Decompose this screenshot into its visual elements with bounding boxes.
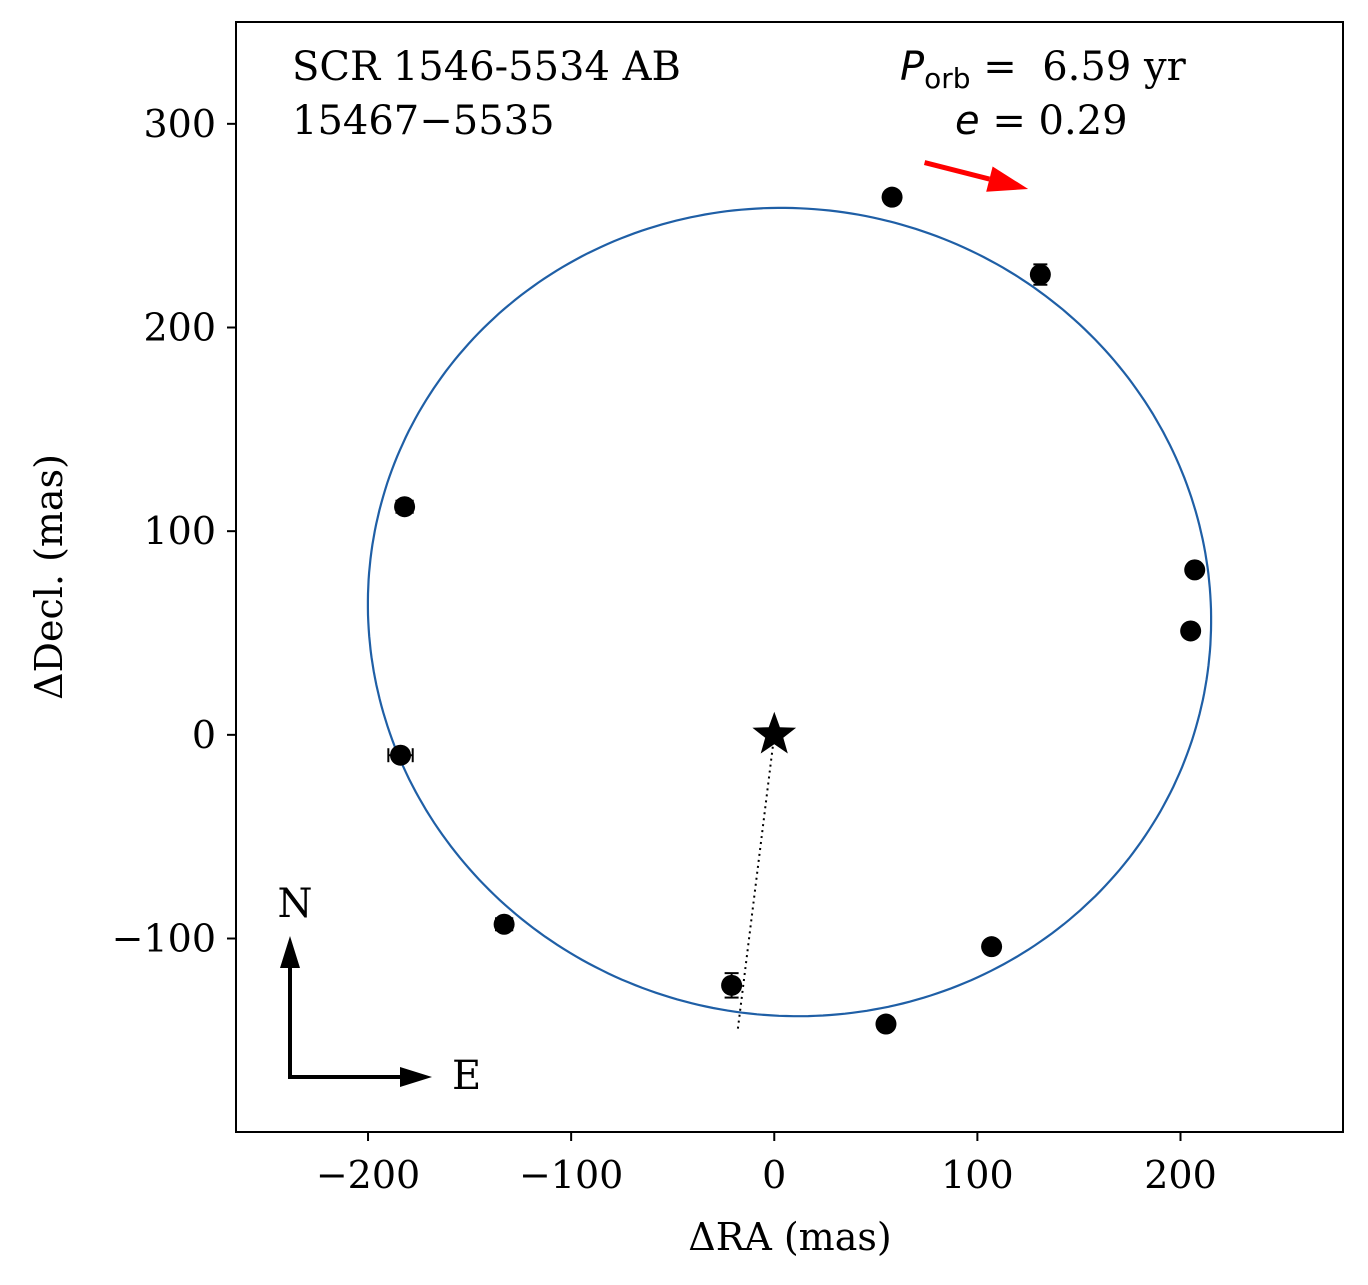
period-label: Porb = 6.59 yr — [900, 44, 1187, 95]
y-tick-label: 300 — [143, 102, 216, 146]
eccentricity-label: e = 0.29 — [955, 98, 1128, 144]
compass-east-label: E — [452, 1053, 481, 1099]
periastron-line — [736, 734, 776, 1031]
y-axis-ticks: −100 0 100 200 300 — [112, 102, 236, 961]
data-point — [1180, 620, 1202, 642]
x-tick-label: −100 — [519, 1153, 623, 1197]
orbital-motion-arrow-shaft — [923, 160, 991, 182]
data-point — [981, 936, 1003, 958]
x-axis-ticks: −200 −100 0 100 200 — [316, 1132, 1217, 1197]
orbit-ellipse — [366, 206, 1213, 1018]
x-tick-label: 200 — [1144, 1153, 1217, 1197]
orbital-motion-arrow-head — [986, 166, 1029, 192]
plot-area — [366, 160, 1213, 1035]
data-point — [390, 744, 412, 766]
axes-frame — [235, 21, 1344, 1133]
ecc-symbol: e — [955, 98, 980, 144]
data-point — [1184, 559, 1206, 581]
period-subscript: orb — [924, 62, 970, 95]
y-tick-label: 200 — [143, 306, 216, 350]
compass-east-arrow-head — [400, 1067, 432, 1087]
period-value: = 6.59 yr — [971, 44, 1187, 90]
compass: N E — [278, 881, 482, 1099]
y-axis-title: ΔDecl. (mas) — [27, 454, 71, 700]
y-tick-label: −100 — [112, 917, 216, 961]
compass-north-arrow-head — [280, 936, 300, 968]
wds-id-label: 15467−5535 — [292, 98, 555, 144]
period-symbol: P — [900, 44, 925, 90]
data-point — [493, 913, 515, 935]
compass-north-label: N — [278, 881, 313, 927]
x-axis-title: ΔRA (mas) — [688, 1215, 891, 1259]
data-point — [875, 1013, 897, 1035]
data-point — [881, 186, 903, 208]
ecc-value: = 0.29 — [980, 98, 1128, 144]
data-point — [1029, 264, 1051, 286]
x-tick-label: 0 — [762, 1153, 786, 1197]
data-point — [394, 496, 416, 518]
system-name-label: SCR 1546-5534 AB — [292, 44, 681, 90]
x-tick-label: −200 — [316, 1153, 420, 1197]
data-point — [721, 974, 743, 996]
x-tick-label: 100 — [941, 1153, 1014, 1197]
y-tick-label: 100 — [143, 509, 216, 553]
y-tick-label: 0 — [192, 713, 216, 757]
primary-star-marker — [752, 711, 797, 754]
